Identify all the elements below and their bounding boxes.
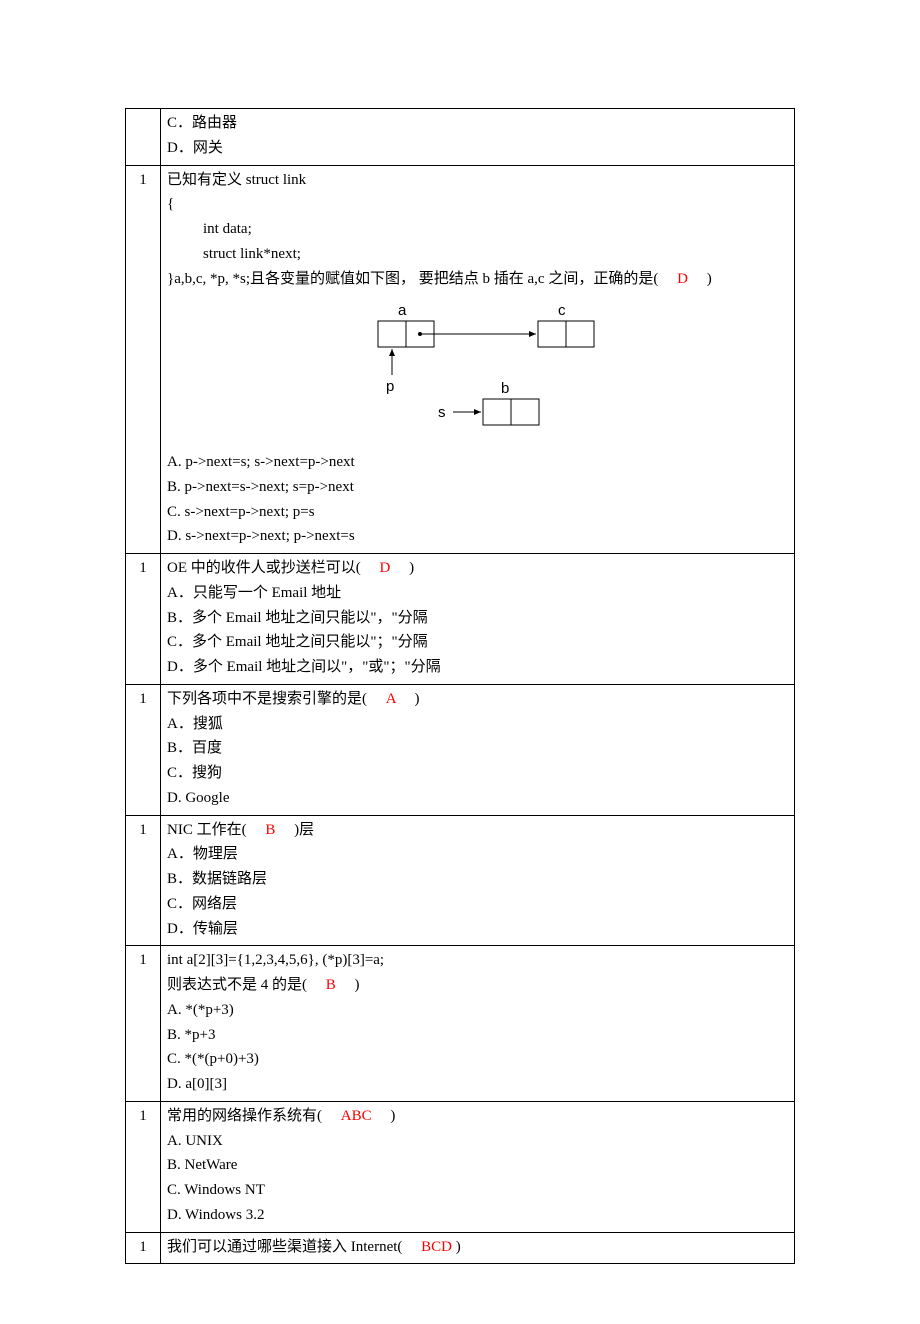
option: B．多个 Email 地址之间只能以"，"分隔 bbox=[167, 606, 788, 631]
code-line: }a,b,c, *p, *s;且各变量的赋值如下图， 要把结点 b 插在 a,c… bbox=[167, 267, 788, 292]
stem-suffix: ) bbox=[390, 1108, 395, 1124]
answer: B bbox=[326, 977, 336, 993]
option: A．只能写一个 Email 地址 bbox=[167, 581, 788, 606]
option: B. NetWare bbox=[167, 1153, 788, 1178]
option: D. s->next=p->next; p->next=s bbox=[167, 524, 788, 549]
diagram-label-b: b bbox=[501, 380, 509, 397]
row-number: 1 bbox=[139, 952, 147, 968]
row-content-cell: 已知有定义 struct link { int data; struct lin… bbox=[161, 165, 795, 554]
stem-prefix: }a,b,c, *p, *s;且各变量的赋值如下图， 要把结点 b 插在 a,c… bbox=[167, 271, 658, 287]
row-num-cell: 1 bbox=[126, 1232, 161, 1264]
row-num-cell: 1 bbox=[126, 554, 161, 685]
answer: A bbox=[386, 691, 396, 707]
row-number: 1 bbox=[139, 691, 147, 707]
answer: BCD bbox=[421, 1239, 452, 1255]
option: D．多个 Email 地址之间以"，"或"；"分隔 bbox=[167, 655, 788, 680]
diagram-label-s: s bbox=[438, 404, 446, 421]
option: D. Google bbox=[167, 786, 788, 811]
answer: ABC bbox=[341, 1108, 372, 1124]
row-number: 1 bbox=[139, 822, 147, 838]
option: C．网络层 bbox=[167, 892, 788, 917]
code-line: int data; bbox=[167, 217, 788, 242]
option: D. Windows 3.2 bbox=[167, 1203, 788, 1228]
stem: 下列各项中不是搜索引擎的是( A ) bbox=[167, 687, 788, 712]
stem: 常用的网络操作系统有( ABC ) bbox=[167, 1104, 788, 1129]
row-content-cell: int a[2][3]={1,2,3,4,5,6}, (*p)[3]=a; 则表… bbox=[161, 946, 795, 1102]
linked-list-diagram: a c p b bbox=[167, 291, 788, 450]
row-number: 1 bbox=[139, 1108, 147, 1124]
option: A. UNIX bbox=[167, 1129, 788, 1154]
diagram-label-c: c bbox=[558, 302, 566, 319]
stem: NIC 工作在( B )层 bbox=[167, 818, 788, 843]
stem-prefix: 常用的网络操作系统有( bbox=[167, 1108, 322, 1124]
option: C．路由器 bbox=[167, 111, 788, 136]
row-content-cell: OE 中的收件人或抄送栏可以( D ) A．只能写一个 Email 地址 B．多… bbox=[161, 554, 795, 685]
stem-suffix: ) bbox=[415, 691, 420, 707]
stem-suffix: ) bbox=[409, 560, 414, 576]
option: C．搜狗 bbox=[167, 761, 788, 786]
stem: 则表达式不是 4 的是( B ) bbox=[167, 973, 788, 998]
row-num-cell: 1 bbox=[126, 815, 161, 946]
option: C. s->next=p->next; p=s bbox=[167, 500, 788, 525]
answer: D bbox=[677, 271, 688, 287]
stem-suffix: ) bbox=[707, 271, 712, 287]
stem-suffix: )层 bbox=[294, 822, 314, 838]
code-line: 已知有定义 struct link bbox=[167, 168, 788, 193]
question-table: C．路由器 D．网关 1 已知有定义 struct link { int dat… bbox=[125, 108, 795, 1264]
row-content-cell: C．路由器 D．网关 bbox=[161, 109, 795, 166]
table-row: 1 NIC 工作在( B )层 A．物理层 B．数据链路层 C．网络层 D．传输… bbox=[126, 815, 795, 946]
row-num-cell bbox=[126, 109, 161, 166]
diagram-svg: a c p b bbox=[328, 301, 628, 431]
diagram-label-p: p bbox=[386, 378, 394, 395]
stem-line: int a[2][3]={1,2,3,4,5,6}, (*p)[3]=a; bbox=[167, 948, 788, 973]
stem: OE 中的收件人或抄送栏可以( D ) bbox=[167, 556, 788, 581]
row-content-cell: NIC 工作在( B )层 A．物理层 B．数据链路层 C．网络层 D．传输层 bbox=[161, 815, 795, 946]
diagram-label-a: a bbox=[398, 302, 407, 319]
option: A. *(*p+3) bbox=[167, 998, 788, 1023]
answer: B bbox=[265, 822, 275, 838]
option: B. p->next=s->next; s=p->next bbox=[167, 475, 788, 500]
stem-suffix: ) bbox=[355, 977, 360, 993]
option: D．传输层 bbox=[167, 917, 788, 942]
stem-suffix: ) bbox=[456, 1239, 461, 1255]
row-num-cell: 1 bbox=[126, 1101, 161, 1232]
code-line: struct link*next; bbox=[167, 242, 788, 267]
option: A. p->next=s; s->next=p->next bbox=[167, 450, 788, 475]
option: C. Windows NT bbox=[167, 1178, 788, 1203]
row-content-cell: 下列各项中不是搜索引擎的是( A ) A．搜狐 B．百度 C．搜狗 D. Goo… bbox=[161, 684, 795, 815]
stem: 我们可以通过哪些渠道接入 Internet( BCD ) bbox=[167, 1235, 788, 1260]
table-row: 1 下列各项中不是搜索引擎的是( A ) A．搜狐 B．百度 C．搜狗 D. G… bbox=[126, 684, 795, 815]
option: A．物理层 bbox=[167, 842, 788, 867]
stem-prefix: 下列各项中不是搜索引擎的是( bbox=[167, 691, 367, 707]
code-line: { bbox=[167, 192, 788, 217]
row-number: 1 bbox=[139, 1239, 147, 1255]
table-row: C．路由器 D．网关 bbox=[126, 109, 795, 166]
row-num-cell: 1 bbox=[126, 165, 161, 554]
row-number: 1 bbox=[139, 172, 147, 188]
stem-prefix: NIC 工作在( bbox=[167, 822, 247, 838]
row-num-cell: 1 bbox=[126, 684, 161, 815]
row-content-cell: 常用的网络操作系统有( ABC ) A. UNIX B. NetWare C. … bbox=[161, 1101, 795, 1232]
option: B. *p+3 bbox=[167, 1023, 788, 1048]
option: C．多个 Email 地址之间只能以"；"分隔 bbox=[167, 630, 788, 655]
option: A．搜狐 bbox=[167, 712, 788, 737]
option: C. *(*(p+0)+3) bbox=[167, 1047, 788, 1072]
stem-prefix: 则表达式不是 4 的是( bbox=[167, 977, 307, 993]
row-number: 1 bbox=[139, 560, 147, 576]
option: B．百度 bbox=[167, 736, 788, 761]
option: B．数据链路层 bbox=[167, 867, 788, 892]
table-row: 1 OE 中的收件人或抄送栏可以( D ) A．只能写一个 Email 地址 B… bbox=[126, 554, 795, 685]
page: C．路由器 D．网关 1 已知有定义 struct link { int dat… bbox=[0, 0, 920, 1324]
option: D．网关 bbox=[167, 136, 788, 161]
row-num-cell: 1 bbox=[126, 946, 161, 1102]
table-row: 1 int a[2][3]={1,2,3,4,5,6}, (*p)[3]=a; … bbox=[126, 946, 795, 1102]
option: D. a[0][3] bbox=[167, 1072, 788, 1097]
table-row: 1 我们可以通过哪些渠道接入 Internet( BCD ) bbox=[126, 1232, 795, 1264]
table-row: 1 常用的网络操作系统有( ABC ) A. UNIX B. NetWare C… bbox=[126, 1101, 795, 1232]
stem-prefix: 我们可以通过哪些渠道接入 Internet( bbox=[167, 1239, 402, 1255]
table-row: 1 已知有定义 struct link { int data; struct l… bbox=[126, 165, 795, 554]
stem-prefix: OE 中的收件人或抄送栏可以( bbox=[167, 560, 361, 576]
row-content-cell: 我们可以通过哪些渠道接入 Internet( BCD ) bbox=[161, 1232, 795, 1264]
answer: D bbox=[380, 560, 391, 576]
